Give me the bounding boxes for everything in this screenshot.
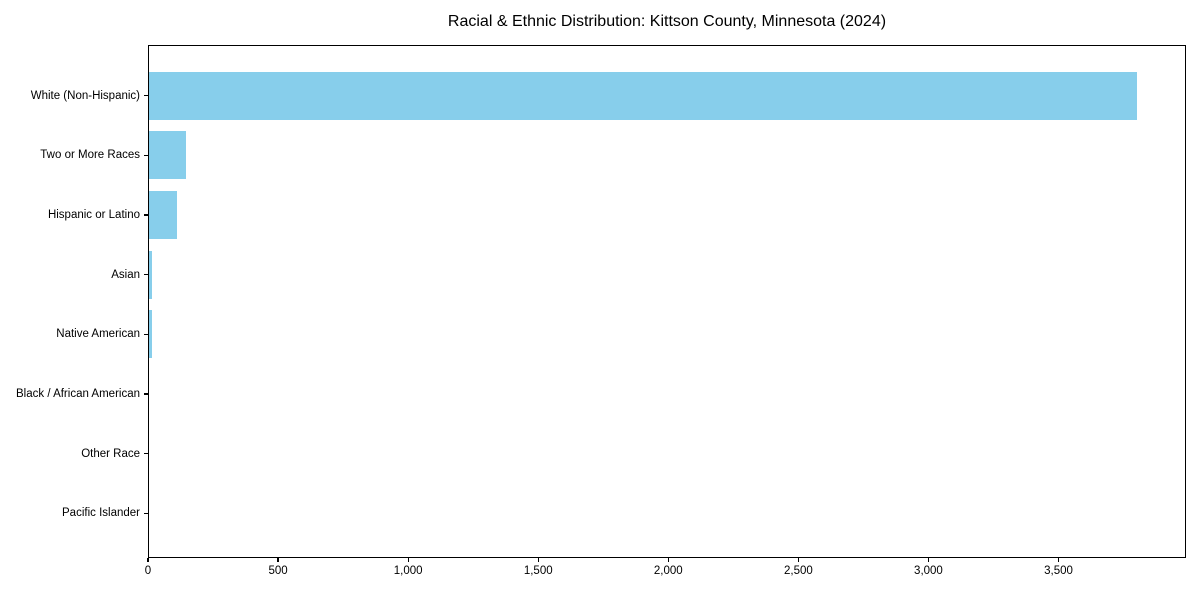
x-axis-label: 3,500 — [1044, 565, 1073, 577]
y-axis-tick — [144, 154, 148, 157]
y-axis-tick — [144, 512, 148, 514]
x-axis-label: 2,500 — [783, 565, 813, 577]
y-axis-label: Two or More Races — [40, 149, 140, 162]
y-axis-tick — [144, 333, 148, 335]
bar — [148, 71, 1137, 120]
x-axis-tick — [667, 558, 669, 562]
x-axis-tick — [797, 558, 799, 562]
x-axis-tick — [147, 558, 149, 562]
y-axis-tick — [144, 274, 148, 276]
bar — [148, 310, 152, 359]
bar — [148, 250, 153, 299]
x-axis-tick — [407, 558, 409, 562]
y-axis-label: Hispanic or Latino — [47, 209, 140, 222]
x-axis-label: 3,000 — [914, 565, 943, 577]
y-axis-label: Other Race — [81, 447, 140, 460]
plot-area — [148, 45, 1186, 558]
x-axis-label: 1,000 — [393, 565, 423, 577]
y-axis-tick — [144, 393, 148, 395]
bar — [148, 191, 177, 240]
y-axis-tick — [144, 214, 148, 216]
x-axis-label: 0 — [144, 565, 152, 577]
bar — [148, 369, 150, 418]
chart-title: Racial & Ethnic Distribution: Kittson Co… — [447, 13, 887, 30]
x-axis-tick — [1057, 558, 1060, 562]
y-axis-label: Native American — [56, 328, 140, 341]
x-axis-tick — [927, 558, 930, 562]
x-axis-label: 1,500 — [523, 565, 553, 577]
y-axis-tick — [144, 95, 148, 97]
y-axis-tick — [144, 452, 148, 455]
bar — [148, 429, 149, 478]
y-axis-label: White (Non-Hispanic) — [30, 89, 140, 102]
x-axis-label: 500 — [268, 565, 288, 577]
x-axis-label: 2,000 — [653, 565, 683, 577]
x-axis-tick — [277, 558, 279, 562]
x-axis-tick — [537, 558, 539, 562]
bar — [148, 131, 186, 180]
y-axis-label: Pacific Islander — [62, 507, 140, 520]
y-axis-label: Black / African American — [16, 387, 140, 400]
y-axis-label: Asian — [111, 268, 140, 281]
